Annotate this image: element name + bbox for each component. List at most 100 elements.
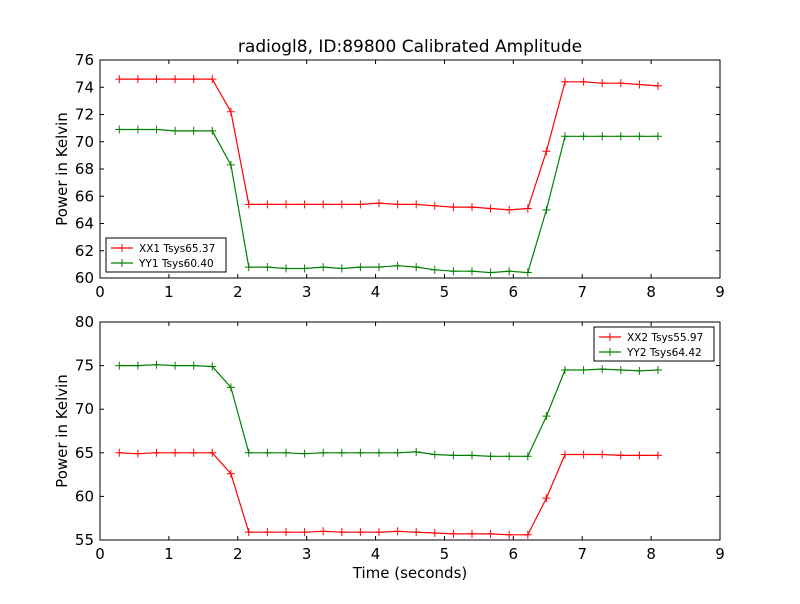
data-point [412, 528, 421, 537]
data-point [263, 263, 272, 272]
data-point [337, 264, 346, 273]
data-point [171, 126, 180, 135]
y-tick-label: 80 [75, 313, 94, 331]
data-point [654, 451, 662, 460]
data-point [171, 361, 180, 370]
legend-marker [606, 333, 614, 341]
data-point [523, 268, 532, 277]
x-tick-label: 0 [95, 283, 105, 301]
x-tick-label: 2 [233, 283, 243, 301]
data-point [486, 204, 495, 213]
data-point [579, 450, 588, 459]
data-point [152, 75, 161, 84]
data-point [523, 530, 532, 539]
data-point [486, 529, 495, 538]
data-point [449, 203, 458, 212]
data-point [356, 448, 365, 457]
data-point [542, 147, 551, 156]
data-point [449, 529, 458, 538]
x-tick-label: 9 [715, 545, 725, 563]
data-point [598, 450, 607, 459]
data-point [263, 448, 272, 457]
data-point [375, 528, 383, 537]
data-point [189, 448, 198, 457]
data-point [542, 412, 551, 421]
data-point [226, 469, 235, 478]
data-point [579, 365, 588, 374]
data-point [579, 132, 588, 141]
data-point [598, 79, 607, 88]
data-point [561, 132, 569, 141]
data-point [412, 200, 421, 209]
data-point [337, 528, 346, 537]
data-point [115, 125, 124, 134]
data-point [133, 125, 142, 134]
data-point [579, 77, 588, 86]
data-point [263, 528, 272, 537]
data-point [375, 263, 383, 272]
data-point [654, 81, 662, 90]
data-point [300, 264, 309, 273]
data-point [561, 450, 569, 459]
data-point [523, 452, 532, 461]
plot-frame [99, 321, 721, 541]
data-point [635, 132, 644, 141]
data-point [616, 132, 625, 141]
y-tick-label: 64 [75, 215, 94, 233]
y-tick-label: 65 [75, 444, 94, 462]
x-tick-label: 9 [715, 283, 725, 301]
x-tick-label: 8 [646, 283, 656, 301]
data-point [337, 200, 346, 209]
data-point [152, 448, 161, 457]
data-point [393, 448, 402, 457]
x-tick-label: 2 [233, 545, 243, 563]
data-point [412, 447, 421, 456]
legend-label: YY1 Tsys60.40 [138, 258, 214, 270]
data-point [468, 267, 476, 276]
data-point [208, 362, 217, 371]
data-point [430, 529, 439, 538]
legend-label: YY2 Tsys64.42 [626, 347, 702, 359]
data-point [412, 263, 421, 272]
y-tick-label: 70 [75, 400, 94, 418]
data-point [115, 448, 124, 457]
legend-marker [118, 244, 126, 252]
data-point [505, 452, 514, 461]
y-tick-label: 68 [75, 160, 94, 178]
data-point [356, 528, 365, 537]
data-point [616, 365, 625, 374]
x-tick-label: 5 [440, 545, 450, 563]
legend-label: XX2 Tsys55.97 [627, 332, 703, 344]
x-tick-label: 7 [577, 545, 587, 563]
data-point [505, 267, 514, 276]
legend-label: XX1 Tsys65.37 [139, 243, 215, 255]
y-tick-label: 60 [75, 269, 94, 287]
data-point [542, 494, 551, 503]
bottom-subplot: 0 1 2 3 4 5 6 7 8 9 55 60 65 70 75 80 Power in Kelvin XX2… [53, 313, 725, 563]
x-tick-label: 0 [95, 545, 105, 563]
x-tick-label: 6 [509, 283, 519, 301]
data-point [226, 160, 235, 169]
data-point [208, 448, 217, 457]
data-point [523, 204, 532, 213]
data-point [542, 205, 551, 214]
x-tick-label: 7 [577, 283, 587, 301]
data-point [616, 451, 625, 460]
data-point [133, 75, 142, 84]
x-tick-label: 8 [646, 545, 656, 563]
data-point [635, 366, 644, 375]
legend-box [593, 326, 715, 362]
data-point [430, 265, 439, 274]
data-point [598, 365, 607, 374]
data-point [115, 361, 124, 370]
data-point [468, 529, 476, 538]
data-point [282, 200, 290, 209]
y-axis-label: Power in Kelvin [53, 112, 71, 226]
data-point [430, 450, 439, 459]
data-point [300, 200, 309, 209]
data-point [337, 448, 346, 457]
data-point [189, 75, 198, 84]
data-point [393, 200, 402, 209]
data-point [208, 126, 217, 135]
legend-marker [606, 348, 614, 356]
